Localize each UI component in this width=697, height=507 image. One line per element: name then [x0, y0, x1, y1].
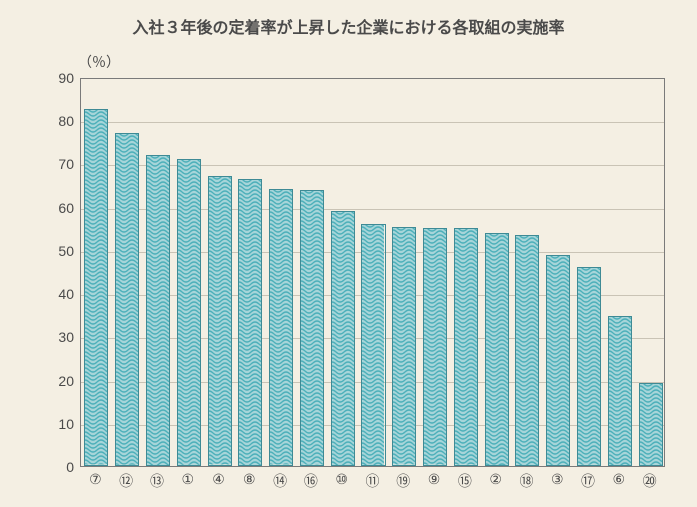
bar-chart: 入社３年後の定着率が上昇した企業における各取組の実施率 （％） 0 10 20 30 4… — [0, 0, 697, 507]
x-tick-label: ⑨ — [419, 471, 450, 488]
bar — [423, 228, 447, 466]
y-tick-label: 0 — [46, 459, 74, 475]
x-tick-label: ② — [480, 471, 511, 488]
x-tick-label: ⑫ — [111, 471, 142, 491]
bar — [392, 227, 416, 466]
bar — [639, 383, 663, 466]
bar — [84, 109, 108, 466]
bar — [238, 179, 262, 466]
bar — [146, 155, 170, 466]
y-axis-unit: （％） — [78, 52, 120, 72]
x-tick-label: ⑲ — [388, 471, 419, 491]
y-tick-label: 60 — [46, 200, 74, 216]
plot-area — [80, 78, 665, 467]
x-tick-label: ③ — [542, 471, 573, 488]
y-tick-label: 80 — [46, 113, 74, 129]
x-tick-label: ⑳ — [634, 471, 665, 491]
bar — [208, 176, 232, 466]
x-tick-label: ⑮ — [449, 471, 480, 491]
bar — [608, 316, 632, 466]
x-tick-label: ⑧ — [234, 471, 265, 488]
bar — [546, 255, 570, 466]
x-tick-label: ⑱ — [511, 471, 542, 491]
x-tick-label: ⑰ — [573, 471, 604, 491]
bar — [269, 189, 293, 466]
x-tick-label: ④ — [203, 471, 234, 488]
chart-title: 入社３年後の定着率が上昇した企業における各取組の実施率 — [0, 14, 697, 38]
y-tick-label: 20 — [46, 373, 74, 389]
bar — [331, 211, 355, 466]
y-tick-label: 50 — [46, 243, 74, 259]
bar — [115, 133, 139, 466]
x-tick-label: ⑭ — [265, 471, 296, 491]
bar — [177, 159, 201, 466]
grid-line — [81, 122, 664, 123]
bar — [300, 190, 324, 466]
x-tick-label: ⑪ — [357, 471, 388, 491]
x-tick-label: ⑬ — [142, 471, 173, 491]
y-tick-label: 10 — [46, 416, 74, 432]
bar — [361, 224, 385, 466]
y-tick-label: 30 — [46, 329, 74, 345]
y-tick-label: 40 — [46, 286, 74, 302]
bar — [454, 228, 478, 466]
y-tick-label: 90 — [46, 70, 74, 86]
x-tick-label: ⑩ — [326, 471, 357, 488]
x-tick-label: ① — [172, 471, 203, 488]
y-tick-label: 70 — [46, 156, 74, 172]
bar — [515, 235, 539, 466]
bar — [485, 233, 509, 466]
bar — [577, 267, 601, 466]
x-tick-label: ⑯ — [296, 471, 327, 491]
x-tick-label: ⑥ — [603, 471, 634, 488]
x-tick-label: ⑦ — [80, 471, 111, 488]
